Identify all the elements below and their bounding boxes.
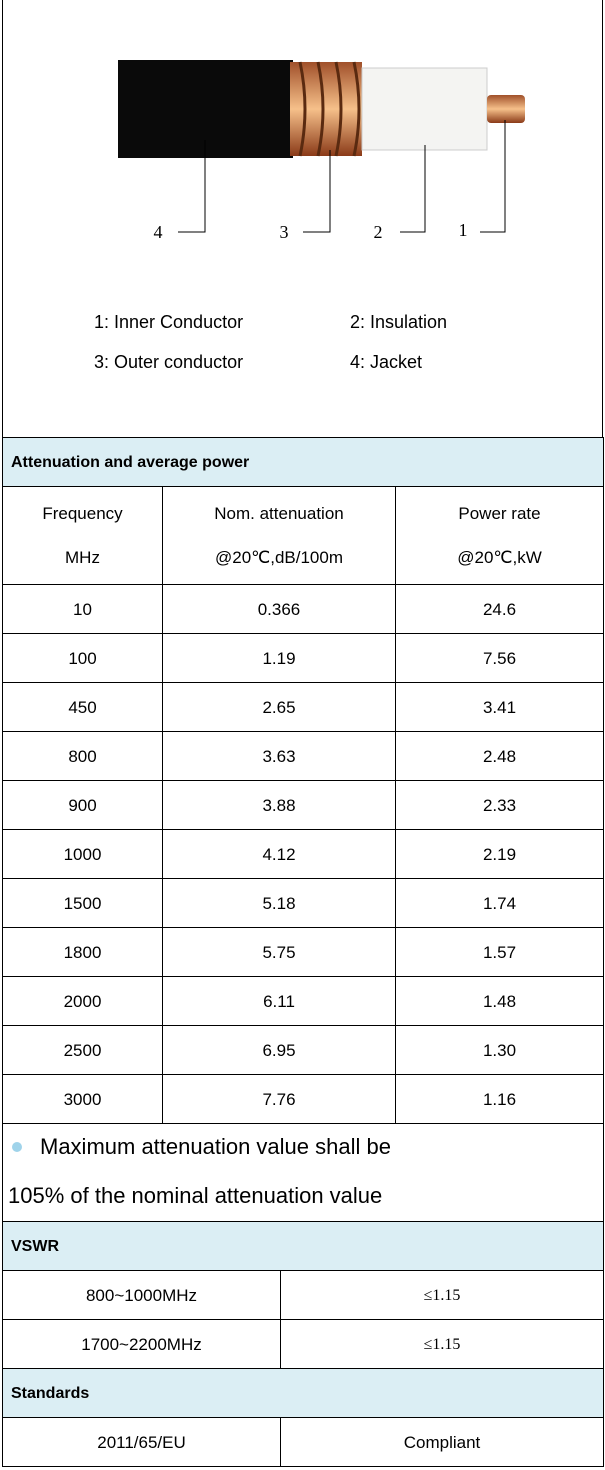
table-cell: 3000 xyxy=(2,1074,163,1124)
table-cell: 2.65 xyxy=(162,682,396,732)
header-text: Frequency xyxy=(42,492,122,536)
table-cell: ≤1.15 xyxy=(280,1319,604,1369)
table-cell: 0.366 xyxy=(162,584,396,634)
table-cell: 7.56 xyxy=(395,633,604,683)
table-cell: 6.11 xyxy=(162,976,396,1026)
section-title: VSWR xyxy=(2,1221,604,1271)
header-cell: Nom. attenuation@20℃,dB/100m xyxy=(162,486,396,585)
legend-item: 1: Inner Conductor xyxy=(94,312,243,332)
header-text: Power rate xyxy=(458,492,540,536)
header-text: Nom. attenuation xyxy=(214,492,343,536)
table-cell: 1.30 xyxy=(395,1025,604,1075)
table-cell: 4.12 xyxy=(162,829,396,879)
callout: 1 xyxy=(459,220,468,240)
table-cell: 100 xyxy=(2,633,163,683)
table-cell: 24.6 xyxy=(395,584,604,634)
table-cell: 1.19 xyxy=(162,633,396,683)
table-cell: 5.75 xyxy=(162,927,396,977)
table-cell: 6.95 xyxy=(162,1025,396,1075)
table-cell: 2500 xyxy=(2,1025,163,1075)
table-cell: 10 xyxy=(2,584,163,634)
table-cell: 800~1000MHz xyxy=(2,1270,281,1320)
header-cell: Power rate@20℃,kW xyxy=(395,486,604,585)
table-cell: 1.48 xyxy=(395,976,604,1026)
header-text: MHz xyxy=(65,536,100,580)
table-cell: 800 xyxy=(2,731,163,781)
note-text: Maximum attenuation value shall be xyxy=(40,1134,391,1160)
cable-figure: 4 3 2 1 1: Inner Conductor 2: Insulation… xyxy=(0,0,605,438)
table-cell: 1.16 xyxy=(395,1074,604,1124)
table-cell: 2000 xyxy=(2,976,163,1026)
header-text: @20℃,dB/100m xyxy=(215,536,343,580)
table-cell: 1500 xyxy=(2,878,163,928)
outer-conductor xyxy=(290,62,362,156)
table-cell: 2.19 xyxy=(395,829,604,879)
table-cell: 900 xyxy=(2,780,163,830)
table-cell: 1800 xyxy=(2,927,163,977)
section-title: Attenuation and average power xyxy=(2,437,604,487)
inner-conductor xyxy=(487,95,525,123)
table-cell: 1700~2200MHz xyxy=(2,1319,281,1369)
legend-item: 4: Jacket xyxy=(350,352,422,372)
bullet xyxy=(12,1142,22,1152)
section-title: Standards xyxy=(2,1368,604,1418)
table-cell: 3.41 xyxy=(395,682,604,732)
table-cell: ≤1.15 xyxy=(280,1270,604,1320)
table-cell: 2.33 xyxy=(395,780,604,830)
table-cell: 1.74 xyxy=(395,878,604,928)
table-cell: 2011/65/EU xyxy=(2,1417,281,1467)
table-cell: 7.76 xyxy=(162,1074,396,1124)
legend-item: 2: Insulation xyxy=(350,312,447,332)
callout: 3 xyxy=(280,222,289,242)
note-text: 105% of the nominal attenuation value xyxy=(8,1183,382,1209)
header-text: @20℃,kW xyxy=(457,536,542,580)
table-cell: 1.57 xyxy=(395,927,604,977)
callout: 2 xyxy=(374,222,383,242)
spec-sheet: 4 3 2 1 1: Inner Conductor 2: Insulation… xyxy=(0,0,605,1470)
insulation xyxy=(362,68,487,150)
callout: 4 xyxy=(154,222,163,242)
table-cell: 5.18 xyxy=(162,878,396,928)
table-cell: Compliant xyxy=(280,1417,604,1467)
table-cell: 2.48 xyxy=(395,731,604,781)
table-cell: 3.88 xyxy=(162,780,396,830)
table-cell: 3.63 xyxy=(162,731,396,781)
table-cell: 450 xyxy=(2,682,163,732)
legend-item: 3: Outer conductor xyxy=(94,352,243,372)
table-cell: 1000 xyxy=(2,829,163,879)
